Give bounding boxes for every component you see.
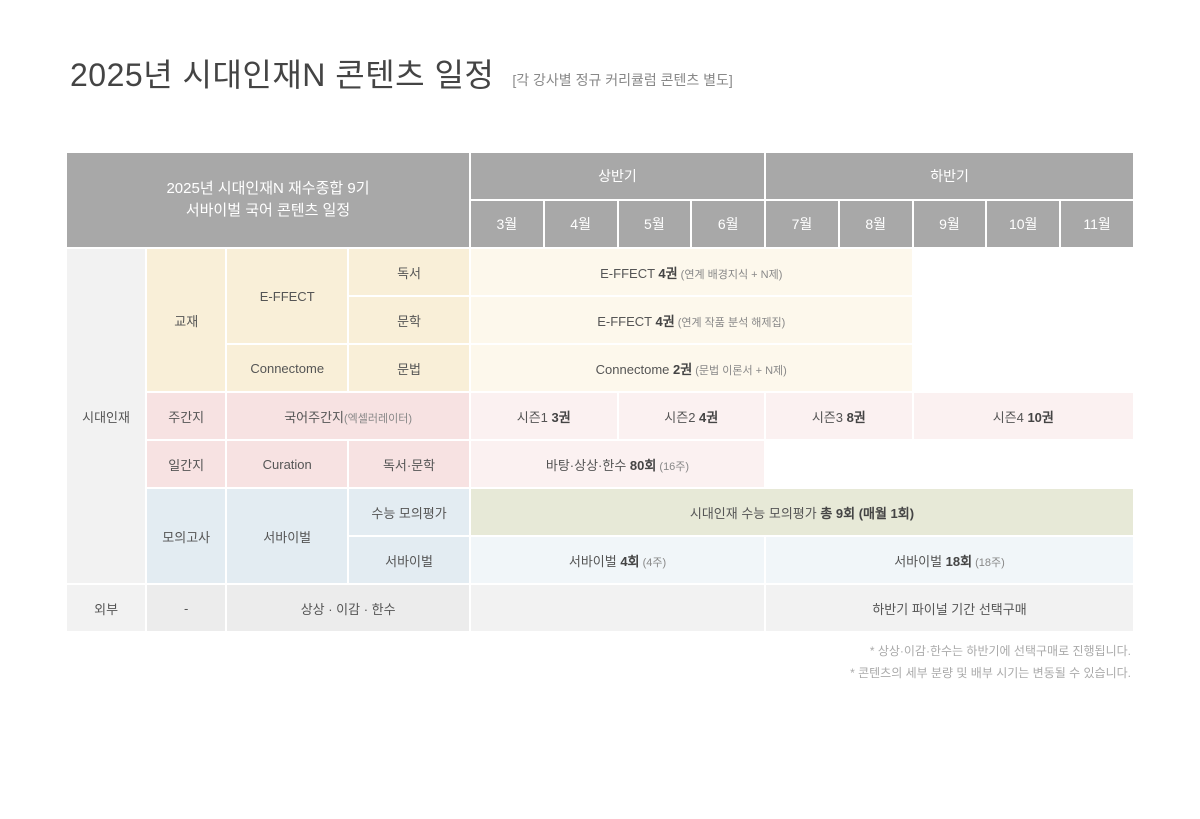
cell-season3: 시즌3 8권 — [766, 393, 912, 439]
table-header-row: 2025년 시대인재N 재수종합 9기 서바이벌 국어 콘텐츠 일정 상반기 하… — [67, 153, 1133, 199]
footnote-line: * 콘텐츠의 세부 분량 및 배부 시기는 변동될 수 있습니다. — [65, 663, 1131, 685]
header-main: 2025년 시대인재N 재수종합 9기 서바이벌 국어 콘텐츠 일정 — [67, 153, 469, 247]
cell-daily: 바탕·상상·한수 80회 (16주) — [471, 441, 764, 487]
cat-sat-mock: 수능 모의평가 — [349, 489, 469, 535]
header-half2: 하반기 — [766, 153, 1133, 199]
cat-curation: Curation — [227, 441, 347, 487]
cell-season2: 시즌2 4권 — [619, 393, 765, 439]
table-row: 시대인재 교재 E-FFECT 독서 E-FFECT 4권 (연계 배경지식 +… — [67, 249, 1133, 295]
cell-blank — [914, 345, 1133, 391]
cell-effect-reading: E-FFECT 4권 (연계 배경지식 + N제) — [471, 249, 912, 295]
cell-survival-h2: 서바이벌 18회 (18주) — [766, 537, 1133, 583]
cell-survival-h1: 서바이벌 4회 (4주) — [471, 537, 764, 583]
cat-book: 교재 — [147, 249, 225, 391]
page-header: 2025년 시대인재N 콘텐츠 일정 [각 강사별 정규 커리큘럼 콘텐츠 별도… — [70, 50, 1135, 96]
month-cell: 5월 — [619, 201, 691, 247]
cat-external: 외부 — [67, 585, 145, 631]
cat-survival-sub: 서바이벌 — [349, 537, 469, 583]
month-cell: 8월 — [840, 201, 912, 247]
header-half1: 상반기 — [471, 153, 764, 199]
table-row: 일간지 Curation 독서·문학 바탕·상상·한수 80회 (16주) — [67, 441, 1133, 487]
cat-dash: - — [147, 585, 225, 631]
month-cell: 10월 — [987, 201, 1059, 247]
month-cell: 7월 — [766, 201, 838, 247]
schedule-table: 2025년 시대인재N 재수종합 9기 서바이벌 국어 콘텐츠 일정 상반기 하… — [65, 151, 1135, 633]
cat-ext-names: 상상 · 이감 · 한수 — [227, 585, 469, 631]
month-cell: 6월 — [692, 201, 764, 247]
table-row: 주간지 국어주간지(엑셀러레이터) 시즌1 3권 시즌2 4권 시즌3 8권 시… — [67, 393, 1133, 439]
cat-literature: 문학 — [349, 297, 469, 343]
page-title: 2025년 시대인재N 콘텐츠 일정 — [70, 50, 494, 96]
cell-season1: 시즌1 3권 — [471, 393, 617, 439]
table-row: Connectome 문법 Connectome 2권 (문법 이론서 + N제… — [67, 345, 1133, 391]
cat-weekly: 주간지 — [147, 393, 225, 439]
cell-connectome: Connectome 2권 (문법 이론서 + N제) — [471, 345, 912, 391]
cell-ext-h1 — [471, 585, 764, 631]
cat-weekly-name: 국어주간지(엑셀러레이터) — [227, 393, 469, 439]
cat-effect: E-FFECT — [227, 249, 347, 343]
table-row: 모의고사 서바이벌 수능 모의평가 시대인재 수능 모의평가 총 9회 (매월 … — [67, 489, 1133, 535]
cat-grammar: 문법 — [349, 345, 469, 391]
footnotes: * 상상·이감·한수는 하반기에 선택구매로 진행됩니다. * 콘텐츠의 세부 … — [65, 641, 1135, 684]
cell-effect-lit: E-FFECT 4권 (연계 작품 분석 해제집) — [471, 297, 912, 343]
cat-read-lit: 독서·문학 — [349, 441, 469, 487]
cat-survival: 서바이벌 — [227, 489, 347, 583]
cell-season4: 시즌4 10권 — [914, 393, 1133, 439]
month-cell: 3월 — [471, 201, 543, 247]
cat-connectome: Connectome — [227, 345, 347, 391]
cell-blank — [914, 297, 1133, 343]
month-cell: 9월 — [914, 201, 986, 247]
cat-mock: 모의고사 — [147, 489, 225, 583]
page-subtitle: [각 강사별 정규 커리큘럼 콘텐츠 별도] — [512, 70, 732, 96]
cell-sat-mock: 시대인재 수능 모의평가 총 9회 (매월 1회) — [471, 489, 1133, 535]
cat-sidae: 시대인재 — [67, 249, 145, 583]
month-cell: 11월 — [1061, 201, 1133, 247]
cat-daily: 일간지 — [147, 441, 225, 487]
cell-blank — [766, 441, 1133, 487]
cell-blank — [914, 249, 1133, 295]
footnote-line: * 상상·이감·한수는 하반기에 선택구매로 진행됩니다. — [65, 641, 1131, 663]
cat-reading: 독서 — [349, 249, 469, 295]
month-cell: 4월 — [545, 201, 617, 247]
table-row: 외부 - 상상 · 이감 · 한수 하반기 파이널 기간 선택구매 — [67, 585, 1133, 631]
cell-ext-h2: 하반기 파이널 기간 선택구매 — [766, 585, 1133, 631]
